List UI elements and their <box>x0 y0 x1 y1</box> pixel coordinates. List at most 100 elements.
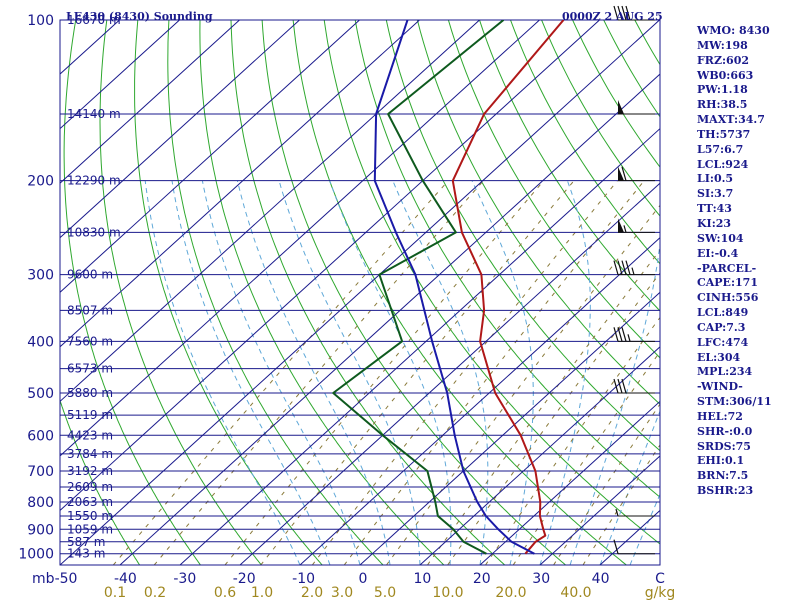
moist-adiabat-line <box>392 180 489 565</box>
temperature-tick-label: -40 <box>114 571 137 587</box>
height-label: 6573 m <box>67 362 113 376</box>
mixing-ratio-line <box>447 272 660 565</box>
mixing-ratio-line <box>553 403 660 565</box>
index-item: MAXT:34.7 <box>697 113 765 127</box>
moist-adiabat-line <box>471 180 534 565</box>
moist-adiabat-line <box>236 180 391 565</box>
index-item: CINH:556 <box>697 291 759 305</box>
height-label: 8507 m <box>67 303 113 317</box>
height-label: 10830 m <box>67 225 121 239</box>
height-label: 1550 m <box>67 509 113 523</box>
mixing-ratio-tick-label: g/kg <box>645 585 676 600</box>
pressure-tick-label: 900 <box>27 522 54 538</box>
mixing-ratio-tick-label: 3.0 <box>331 585 353 600</box>
index-item: LCL:924 <box>697 157 749 171</box>
isobars <box>59 19 661 566</box>
dry-adiabat-line <box>134 20 323 565</box>
index-item: FRZ:602 <box>697 53 750 67</box>
dry-adiabat-line <box>60 398 141 565</box>
moist-adiabat-line <box>171 180 331 565</box>
height-label: 2609 m <box>67 480 113 494</box>
dry-adiabat-line <box>790 20 800 565</box>
isotherm-line <box>60 20 480 403</box>
index-item: TH:5737 <box>697 127 751 141</box>
sounding-profiles <box>332 20 565 555</box>
index-item: SI:3.7 <box>697 187 734 201</box>
mixing-ratio-lines <box>112 180 660 565</box>
moist-adiabat-line <box>201 180 361 565</box>
height-label: 587 m <box>67 535 105 549</box>
mixing-ratio-line <box>485 316 660 565</box>
index-item: STM:306/11 <box>697 395 772 409</box>
index-item: EL:304 <box>697 350 741 364</box>
height-label: 143 m <box>67 547 105 561</box>
isotherm-line <box>60 20 600 512</box>
index-item: LCL:849 <box>697 306 749 320</box>
index-item: PW:1.18 <box>697 83 748 97</box>
height-label: 16670 m <box>67 13 121 27</box>
mixing-ratio-line <box>386 204 660 565</box>
index-item: BRN:7.5 <box>697 469 749 483</box>
pressure-tick-label: 1000 <box>18 547 54 563</box>
moist-adiabats <box>144 180 660 565</box>
isotherm-line <box>60 20 360 293</box>
isotherm-line <box>479 400 660 565</box>
isotherm-line <box>179 127 660 565</box>
wind-barb <box>613 378 655 394</box>
temperature-tick-label: 20 <box>473 571 491 587</box>
mixing-ratio-tick-label: 20.0 <box>495 585 526 600</box>
pressure-tick-label: 300 <box>27 268 54 284</box>
index-item: KI:23 <box>697 216 732 230</box>
isotherm-line <box>60 20 540 457</box>
mixing-ratio-tick-label: 0.1 <box>104 585 126 600</box>
mixing-ratio-tick-label: 0.2 <box>144 585 166 600</box>
dry-adiabat-line <box>510 20 660 265</box>
wind-barb <box>618 99 655 115</box>
moist-adiabat-line <box>329 180 452 565</box>
mixing-ratio-line <box>512 350 660 565</box>
index-item: L57:6.7 <box>697 142 744 156</box>
index-item: RH:38.5 <box>697 98 748 112</box>
isotherm-line <box>60 20 300 239</box>
dry-adiabat-line <box>385 20 660 452</box>
index-item: CAPE:171 <box>697 276 758 290</box>
wind-barb <box>613 327 655 342</box>
height-label: 3192 m <box>67 464 113 478</box>
mixing-ratio-line <box>153 180 484 565</box>
height-label: 1059 m <box>67 522 113 536</box>
isotherm-line <box>60 20 660 565</box>
moist-adiabat-line <box>569 239 660 565</box>
wind-barb <box>618 166 655 182</box>
dry-adiabat-line <box>479 20 660 312</box>
dry-adiabat-line <box>199 20 445 565</box>
indices-panel: WMO: 8430 MW:198 FRZ:602 WB0:663 PW:1.18 RH:3… <box>697 24 772 499</box>
temperature-tick-label: -30 <box>173 571 196 587</box>
moist-adiabat-line <box>599 409 660 565</box>
wind-barb <box>618 218 655 233</box>
wind-barb <box>613 5 655 21</box>
temperature-labels: -50 -40 -30 -20 -10 0 10 20 30 40 C <box>55 571 666 587</box>
isotherm-line <box>419 346 660 565</box>
index-item: TT:43 <box>697 202 732 216</box>
index-item: WMO: 8430 <box>697 24 770 37</box>
pressure-tick-label: 700 <box>27 464 54 480</box>
mixing-ratio-labels: 0.1 0.2 0.6 1.0 2.0 3.0 5.0 10.0 20.0 40.0 g/kg <box>104 585 675 600</box>
index-item: SRDS:75 <box>697 439 751 453</box>
index-item: MW:198 <box>697 38 748 52</box>
isotherm-line <box>60 20 240 184</box>
mixing-ratio-tick-label: 0.6 <box>214 585 236 600</box>
pressure-tick-label: 100 <box>27 13 54 29</box>
mixing-ratio-tick-label: 2.0 <box>301 585 323 600</box>
index-item: CAP:7.3 <box>697 320 746 334</box>
temperature-tick-label: -50 <box>55 571 78 587</box>
moist-adiabat-line <box>539 180 591 565</box>
dry-adiabat-line <box>230 20 506 565</box>
height-label: 5880 m <box>67 386 113 400</box>
pressure-tick-label: 600 <box>27 428 54 444</box>
dry-adiabat-line <box>354 20 660 498</box>
dewpoint-profile <box>332 20 505 555</box>
dry-adiabat-line <box>447 20 660 359</box>
pressure-tick-label: 400 <box>27 334 54 350</box>
isotherm-line <box>60 20 420 348</box>
temperature-tick-label: C <box>655 571 665 587</box>
